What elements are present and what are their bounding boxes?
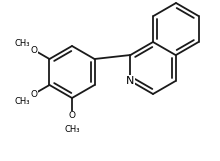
Text: CH₃: CH₃ xyxy=(14,96,29,105)
Text: CH₃: CH₃ xyxy=(14,38,29,47)
Text: N: N xyxy=(126,76,135,86)
Text: O: O xyxy=(68,112,75,120)
Text: O: O xyxy=(30,90,37,99)
Text: CH₃: CH₃ xyxy=(64,126,80,134)
Text: O: O xyxy=(30,46,37,55)
